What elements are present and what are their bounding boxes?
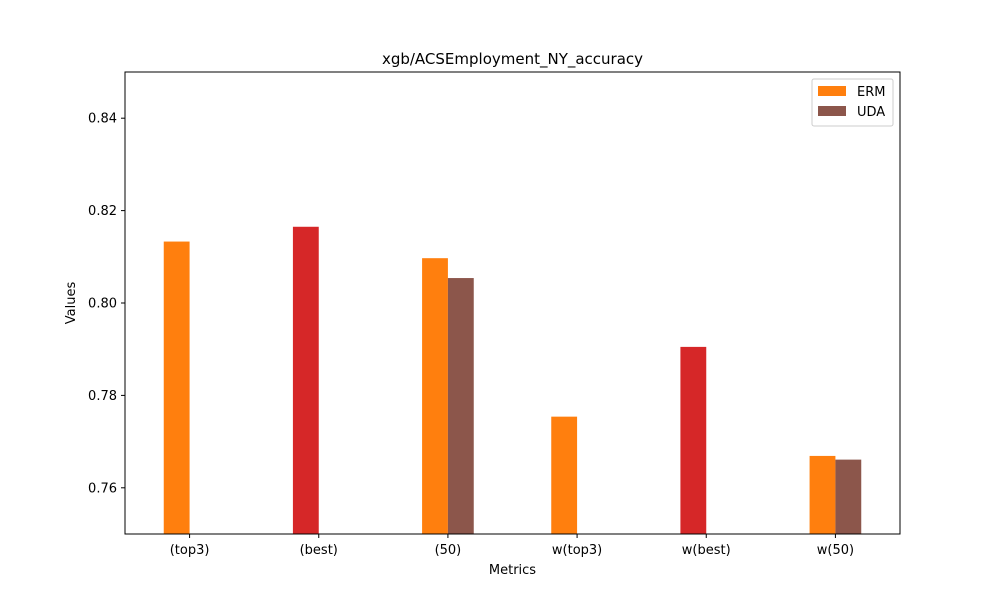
chart-title: xgb/ACSEmployment_NY_accuracy	[382, 50, 643, 69]
x-tick-label: w(best)	[682, 543, 731, 558]
legend-swatch-uda	[818, 106, 846, 116]
bar-uda	[835, 459, 862, 534]
y-tick-label: 0.80	[88, 297, 117, 312]
legend-label-erm: ERM	[857, 85, 885, 100]
bar-uda	[447, 278, 474, 534]
y-axis-title: Values	[64, 282, 79, 325]
bar-erm	[551, 416, 578, 534]
x-tick-label: (best)	[300, 543, 338, 558]
legend-label-uda: UDA	[857, 105, 885, 120]
x-tick-label: (top3)	[170, 543, 210, 558]
y-tick-label: 0.82	[88, 204, 117, 219]
legend-swatch-erm	[818, 86, 846, 96]
y-tick-label: 0.76	[88, 481, 117, 496]
bar-red	[292, 226, 319, 534]
bar-red	[680, 346, 707, 534]
bar-erm	[422, 258, 448, 534]
bar-erm	[809, 455, 836, 534]
x-axis-title: Metrics	[489, 563, 536, 578]
x-tick-label: w(50)	[817, 543, 854, 558]
y-tick-label: 0.78	[88, 389, 117, 404]
legend: ERM UDA	[811, 78, 894, 127]
y-axis: 0.76 0.78 0.80 0.82 0.84	[88, 112, 125, 496]
bars-layer	[163, 226, 862, 534]
x-axis: (top3) (best) (50) w(top3) w(best) w(50)	[170, 534, 854, 558]
plot-area	[125, 72, 900, 534]
bar-erm	[163, 241, 190, 534]
y-tick-label: 0.84	[88, 112, 117, 127]
x-tick-label: (50)	[435, 543, 462, 558]
x-tick-label: w(top3)	[552, 543, 602, 558]
